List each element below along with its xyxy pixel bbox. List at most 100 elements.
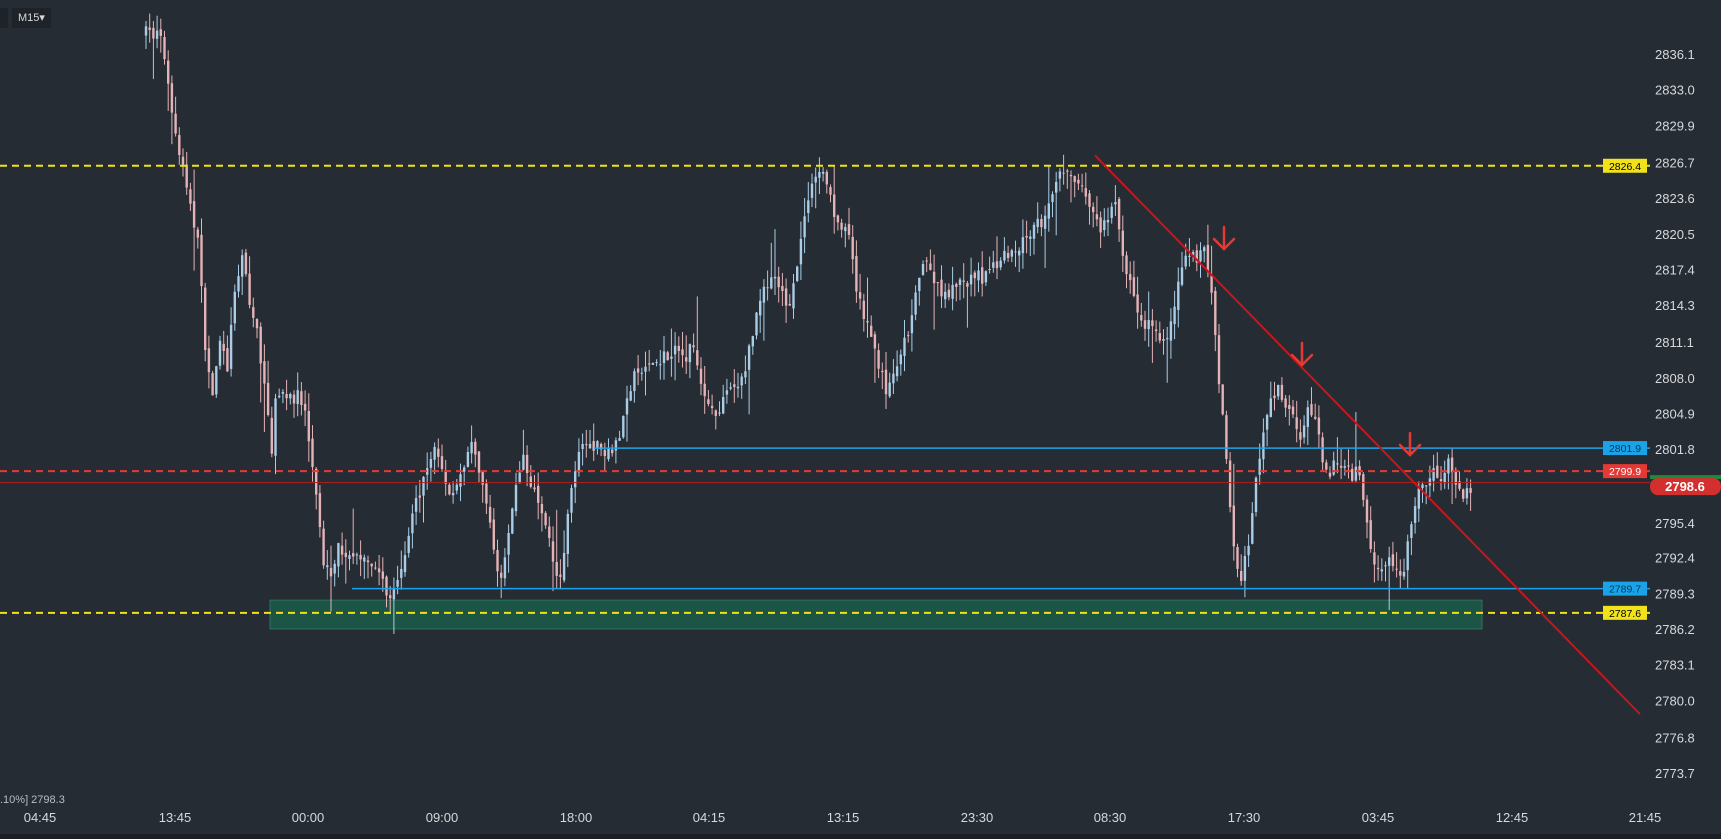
candle-body	[740, 376, 743, 386]
candle	[1280, 377, 1284, 403]
candle-body	[1010, 250, 1013, 257]
candle-body	[1036, 218, 1039, 228]
candle	[599, 442, 603, 457]
current-price-tag[interactable]: 2798.6	[1650, 475, 1721, 496]
candle	[522, 429, 525, 471]
candle-body	[229, 324, 233, 369]
candle	[696, 296, 699, 370]
candle	[207, 335, 211, 389]
candle	[921, 260, 925, 276]
level-tag-yellow[interactable]: 2787.6	[1603, 605, 1647, 620]
candle-body	[1018, 250, 1021, 256]
candle-body	[377, 568, 381, 573]
candle-body	[444, 471, 447, 484]
bottom-scroll-bar[interactable]	[0, 834, 1721, 839]
candle-body	[577, 451, 581, 473]
candle-body	[248, 273, 251, 305]
candle	[629, 385, 632, 402]
price-tick-label: 2833.0	[1655, 83, 1695, 98]
candle	[481, 470, 484, 503]
candle	[500, 564, 503, 599]
candle-body	[355, 554, 359, 556]
candle	[914, 285, 917, 321]
candle	[707, 390, 710, 407]
candle	[1458, 471, 1461, 491]
timeframe-selector[interactable]: M15▾	[12, 8, 51, 28]
level-tag-red[interactable]: 2799.9	[1603, 464, 1647, 479]
candle-body	[629, 391, 632, 401]
level-tag-blue[interactable]: 2789.7	[1603, 581, 1647, 596]
candle-body	[281, 391, 285, 394]
candle-body	[773, 276, 777, 279]
level-tag-blue[interactable]: 2801.9	[1603, 441, 1647, 456]
candle-body	[1121, 230, 1124, 256]
time-axis[interactable]: 04:45 13:45 00:00 09:00 18:00 04:15 13:15 23:30…	[24, 810, 1662, 825]
candle-body	[599, 443, 603, 450]
candle	[518, 461, 521, 484]
candle	[163, 30, 166, 65]
candle-body	[167, 60, 170, 84]
candle-body	[1450, 457, 1454, 473]
candle-body	[836, 215, 840, 223]
candle	[322, 520, 325, 569]
candle	[389, 586, 392, 614]
candle	[537, 472, 540, 520]
candle	[966, 280, 969, 328]
candle-body	[529, 476, 532, 487]
candle-body	[762, 286, 766, 303]
candle-body	[422, 476, 425, 496]
candle	[1365, 495, 1369, 539]
candle-body	[566, 513, 569, 554]
candle	[1099, 211, 1102, 248]
candle	[673, 332, 677, 381]
candle-body	[1343, 466, 1346, 468]
candle-body	[1125, 255, 1128, 275]
candle-body	[1265, 415, 1269, 430]
candle-body	[992, 262, 995, 268]
candle	[348, 550, 351, 571]
candle	[326, 550, 329, 580]
candle-body	[396, 579, 399, 587]
candle	[810, 173, 814, 208]
candle	[918, 277, 921, 306]
candle	[451, 481, 455, 504]
candle	[429, 451, 433, 482]
candle	[733, 369, 736, 403]
level-tag-yellow[interactable]: 2826.4	[1603, 158, 1647, 173]
candle	[363, 554, 366, 580]
candle	[252, 297, 255, 328]
candle	[851, 225, 854, 274]
candle	[1018, 247, 1021, 273]
candle	[248, 256, 251, 309]
candle	[222, 330, 225, 365]
candle-body	[907, 335, 910, 337]
candle	[955, 282, 958, 302]
descending-trendline[interactable]	[1094, 154, 1641, 715]
candle-body	[333, 563, 336, 574]
price-axis[interactable]: 2836.1 2833.0 2829.9 2826.7 2823.6 2820.5 2817…	[1650, 0, 1721, 839]
candle	[1162, 329, 1165, 355]
candle	[1029, 230, 1032, 257]
candle	[307, 393, 310, 462]
candle	[1006, 245, 1010, 262]
candle	[211, 370, 214, 396]
candle-body	[1295, 417, 1298, 430]
candle	[311, 425, 314, 482]
candle	[340, 532, 344, 565]
candle-body	[537, 485, 540, 503]
candle	[1402, 558, 1406, 580]
support-zone	[269, 599, 1483, 630]
candle-body	[255, 318, 259, 329]
candle-body	[640, 372, 643, 374]
candle-body	[944, 291, 947, 300]
time-tick-label: 17:30	[1228, 810, 1261, 825]
candle-body	[1421, 484, 1424, 489]
candle	[492, 508, 495, 555]
toolbar-stub[interactable]	[0, 8, 8, 28]
candle	[514, 472, 518, 517]
candle	[1247, 534, 1250, 568]
candle	[951, 266, 954, 311]
candle-body	[470, 441, 473, 454]
chevron-down-icon: ▾	[39, 12, 45, 24]
